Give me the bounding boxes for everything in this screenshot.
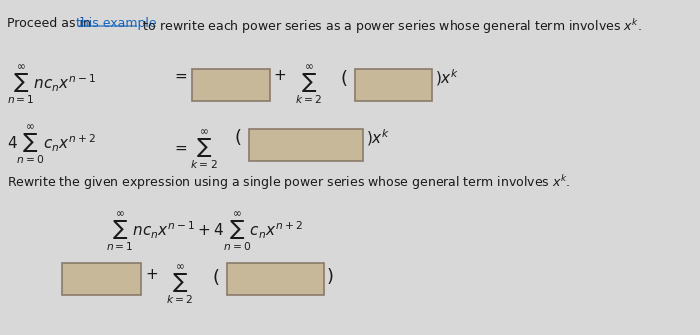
Text: $($: $($ (211, 267, 220, 287)
FancyBboxPatch shape (355, 69, 432, 101)
Text: Proceed as in: Proceed as in (7, 17, 95, 30)
Text: $)x^k$: $)x^k$ (435, 67, 459, 88)
Text: Rewrite the given expression using a single power series whose general term invo: Rewrite the given expression using a sin… (7, 173, 570, 192)
Text: $+$: $+$ (145, 267, 158, 282)
Text: $)$: $)$ (326, 266, 334, 286)
Text: $=\sum_{k=2}^{\infty}$: $=\sum_{k=2}^{\infty}$ (172, 128, 218, 172)
Text: $\sum_{k=2}^{\infty}$: $\sum_{k=2}^{\infty}$ (295, 63, 323, 107)
Text: $\sum_{n=1}^{\infty} nc_n x^{n-1}$: $\sum_{n=1}^{\infty} nc_n x^{n-1}$ (7, 63, 97, 107)
FancyBboxPatch shape (62, 263, 141, 295)
Text: to rewrite each power series as a power series whose general term involves $x^k$: to rewrite each power series as a power … (139, 17, 642, 36)
Text: $\sum_{n=1}^{\infty} nc_n x^{n-1} + 4\sum_{n=0}^{\infty} c_n x^{n+2}$: $\sum_{n=1}^{\infty} nc_n x^{n-1} + 4\su… (106, 210, 302, 254)
Text: $)x^k$: $)x^k$ (366, 127, 390, 148)
Text: $($: $($ (234, 127, 243, 147)
FancyBboxPatch shape (248, 129, 363, 161)
Text: $\sum_{k=2}^{\infty}$: $\sum_{k=2}^{\infty}$ (166, 263, 193, 307)
Text: $4\sum_{n=0}^{\infty} c_n x^{n+2}$: $4\sum_{n=0}^{\infty} c_n x^{n+2}$ (7, 123, 97, 167)
Text: $=$: $=$ (172, 68, 188, 83)
FancyBboxPatch shape (193, 69, 270, 101)
Text: $+$: $+$ (274, 68, 286, 83)
Text: $($: $($ (340, 68, 349, 88)
FancyBboxPatch shape (227, 263, 323, 295)
Text: this example: this example (76, 17, 157, 30)
